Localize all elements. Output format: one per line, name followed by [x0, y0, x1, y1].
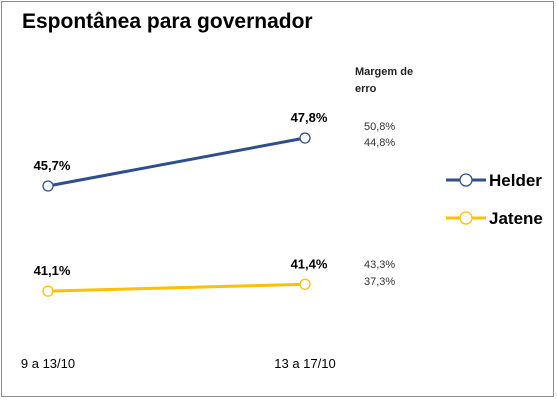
legend-marker-jatene — [459, 211, 473, 225]
data-label-helder-1: 45,7% — [34, 158, 71, 173]
x-tick-label-2: 13 a 17/10 — [274, 356, 335, 371]
margin-upper-helder: 50,8% — [364, 121, 396, 133]
margin-of-error-header: Margem de erro — [355, 66, 414, 95]
data-point-jatene-2 — [299, 278, 311, 290]
legend-label-helder: Helder — [489, 171, 542, 190]
data-point-jatene-1 — [42, 285, 54, 297]
legend-label-jatene: Jatene — [489, 209, 543, 228]
data-point-helder-1 — [42, 180, 54, 192]
chart-title: Espontânea para governador — [22, 10, 313, 33]
series-line-jatene — [47, 282, 306, 293]
data-label-helder-2: 47,8% — [291, 110, 328, 125]
data-label-jatene-1: 41,1% — [34, 263, 71, 278]
x-tick-label-1: 9 a 13/10 — [21, 356, 75, 371]
margin-lower-jatene: 37,3% — [364, 276, 396, 288]
series-line-helder — [47, 136, 306, 188]
data-point-helder-2 — [299, 132, 311, 144]
data-label-jatene-2: 41,4% — [291, 256, 328, 271]
legend-marker-helder — [459, 173, 473, 187]
margin-lower-helder: 44,8% — [364, 137, 396, 149]
margin-upper-jatene: 43,3% — [364, 259, 396, 271]
